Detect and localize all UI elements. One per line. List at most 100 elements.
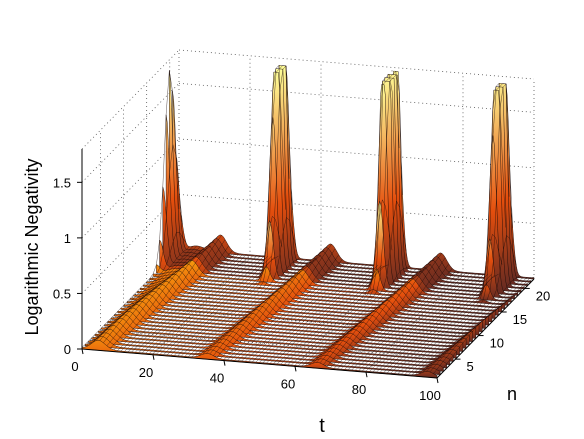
surface-row bbox=[165, 71, 522, 293]
surface-mesh-line bbox=[159, 255, 258, 355]
z-axis-label: Logarithmic Negativity bbox=[22, 158, 42, 335]
surface-mesh-line bbox=[426, 276, 524, 372]
surface-row bbox=[175, 65, 532, 283]
surface-mesh-line bbox=[309, 200, 407, 365]
surface-mesh-line bbox=[245, 259, 343, 362]
surface-row bbox=[104, 314, 460, 356]
surface-mesh-line bbox=[408, 82, 506, 375]
surface-mesh-line bbox=[390, 273, 488, 374]
surface-row bbox=[107, 311, 464, 352]
surface-mesh-line bbox=[128, 239, 226, 352]
surface-row bbox=[133, 284, 489, 326]
surface-mesh-line bbox=[103, 246, 201, 343]
surface-mesh-line bbox=[135, 250, 233, 353]
surface-mesh-line bbox=[170, 255, 268, 356]
surface-mesh-line bbox=[85, 144, 183, 348]
surface-row bbox=[130, 287, 486, 329]
surface-mesh-line bbox=[273, 264, 371, 364]
surface-mesh-line bbox=[234, 244, 332, 361]
surface-mesh-line bbox=[81, 70, 180, 348]
surface-row bbox=[127, 291, 483, 333]
surface-row bbox=[172, 65, 528, 286]
surface-mesh-line bbox=[415, 83, 513, 375]
grid-line bbox=[81, 49, 180, 150]
surface-mesh-line bbox=[298, 73, 396, 366]
surface-row bbox=[120, 297, 477, 339]
surface-mesh-line bbox=[340, 253, 439, 370]
surface-mesh-line bbox=[369, 272, 467, 372]
surface-mesh-line bbox=[411, 83, 510, 375]
n-axis-line bbox=[436, 278, 535, 379]
grid-line bbox=[100, 329, 456, 360]
surface-row bbox=[81, 340, 438, 379]
surface-mesh-line bbox=[238, 248, 336, 361]
z-tick-label: 0 bbox=[64, 342, 71, 357]
surface-mesh-line bbox=[330, 267, 428, 368]
surface-mesh-line bbox=[248, 261, 346, 362]
surface-mesh-line bbox=[149, 254, 247, 354]
surface-mesh-line bbox=[262, 263, 361, 363]
surface-mesh-line bbox=[138, 252, 236, 353]
surface-mesh-line bbox=[96, 245, 194, 341]
surface-row bbox=[159, 200, 515, 300]
surface-mesh-line bbox=[142, 253, 240, 353]
surface-mesh-line bbox=[202, 257, 300, 355]
surface-mesh-line bbox=[174, 256, 272, 356]
surface-mesh-line bbox=[106, 247, 204, 346]
t-tick-mark bbox=[152, 354, 155, 360]
surface-mesh-line bbox=[163, 255, 261, 355]
surface-row bbox=[156, 260, 512, 303]
grid-line bbox=[178, 49, 535, 80]
surface-mesh-line bbox=[145, 253, 244, 354]
surface-mesh-line bbox=[365, 271, 464, 372]
surface-mesh-line bbox=[383, 273, 481, 373]
surface-mesh-line bbox=[206, 258, 304, 354]
surface-mesh-line bbox=[198, 217, 297, 356]
surface-mesh-line bbox=[88, 232, 187, 346]
t-tick-label: 60 bbox=[281, 376, 295, 391]
surface-mesh-line bbox=[372, 272, 471, 372]
surface-mesh-line bbox=[294, 199, 393, 366]
surface-mesh-line bbox=[152, 254, 251, 354]
surface-mesh-line bbox=[358, 270, 457, 371]
surface-row bbox=[169, 68, 525, 290]
surface-row bbox=[178, 147, 535, 280]
surface-mesh-line bbox=[280, 264, 378, 365]
surface-mesh-line bbox=[124, 235, 222, 352]
t-tick-mark bbox=[81, 348, 84, 355]
surface-mesh-line bbox=[397, 274, 496, 374]
surface-mesh-line bbox=[177, 256, 275, 356]
surface-mesh-line bbox=[376, 272, 474, 373]
surface-mesh-line bbox=[220, 258, 318, 359]
surface-mesh-line bbox=[380, 273, 478, 373]
t-axis-line bbox=[81, 348, 438, 379]
surface-mesh-line bbox=[191, 65, 290, 357]
surface-mesh-line bbox=[195, 65, 293, 357]
surface-mesh-line bbox=[131, 245, 229, 353]
surface-mesh-line bbox=[355, 268, 453, 371]
surface-mesh-line bbox=[419, 235, 517, 374]
surface-mesh-line bbox=[277, 264, 375, 364]
t-tick-mark bbox=[436, 377, 439, 384]
t-tick-mark bbox=[294, 366, 297, 372]
surface-row bbox=[149, 267, 506, 309]
x-axis-label: t bbox=[319, 415, 325, 437]
surface-mesh-line bbox=[110, 247, 208, 349]
surface bbox=[81, 64, 535, 379]
surface-row bbox=[114, 304, 470, 346]
surface-mesh-line bbox=[117, 240, 215, 351]
surface-mesh-line bbox=[227, 249, 325, 360]
surface-row bbox=[143, 274, 499, 316]
n-tick-label: 15 bbox=[513, 312, 527, 327]
surface-mesh-line bbox=[252, 262, 350, 362]
surface-mesh-line bbox=[99, 245, 197, 341]
grid-line bbox=[178, 194, 535, 224]
grid-line bbox=[178, 138, 535, 169]
grid-line bbox=[178, 82, 535, 113]
n-tick-label: 20 bbox=[536, 288, 550, 303]
surface-mesh-line bbox=[337, 258, 435, 369]
surface-mesh-line bbox=[436, 277, 535, 376]
surface-mesh-line bbox=[269, 264, 368, 364]
surface-mesh-line bbox=[404, 233, 503, 375]
